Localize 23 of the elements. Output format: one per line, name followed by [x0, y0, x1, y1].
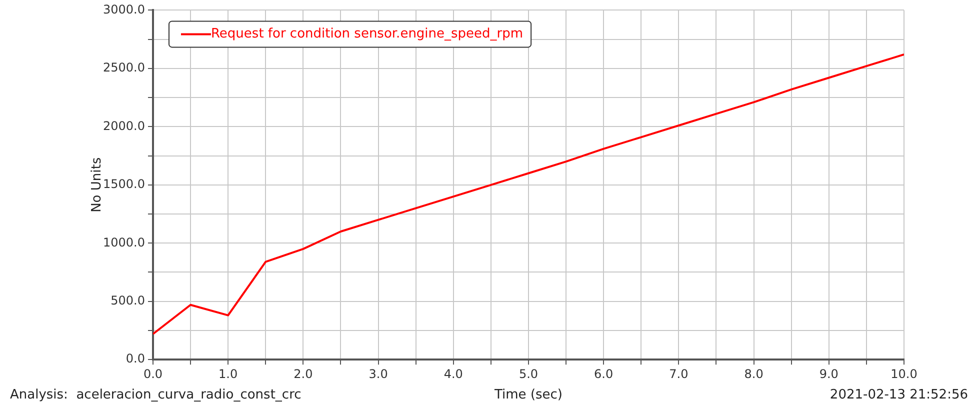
y-tick-label: 2000.0 [102, 118, 145, 133]
y-axis-title: No Units [89, 157, 104, 212]
x-tick-label: 10.0 [890, 366, 918, 381]
y-tick-label: 1500.0 [102, 177, 145, 192]
legend-label: Request for condition sensor.engine_speed_rpm [210, 26, 524, 42]
x-tick-label: 2.0 [294, 366, 313, 381]
x-tick-label: 7.0 [669, 366, 688, 381]
x-tick-label: 4.0 [444, 366, 463, 381]
x-tick-label: 3.0 [368, 366, 388, 381]
x-tick-label: 5.0 [518, 366, 538, 381]
text: Analysis: aceleracion_curva_radio_const_crc [10, 387, 302, 402]
x-tick-label: 0.0 [143, 366, 163, 381]
y-tick-label: 500.0 [110, 293, 145, 308]
y-tick-label: 1000.0 [102, 235, 145, 250]
y-tick-label: 3000.0 [102, 2, 145, 16]
x-axis-title: Time (sec) [493, 387, 562, 402]
x-tick-label: 9.0 [819, 366, 838, 381]
x-tick-label: 1.0 [218, 366, 238, 381]
x-tick-label: 6.0 [594, 366, 614, 381]
x-tick-label: 8.0 [744, 366, 764, 381]
y-tick-label: 0.0 [126, 352, 145, 366]
text: 2021-02-13 21:52:56 [830, 387, 968, 402]
y-tick-label: 2500.0 [102, 60, 145, 75]
